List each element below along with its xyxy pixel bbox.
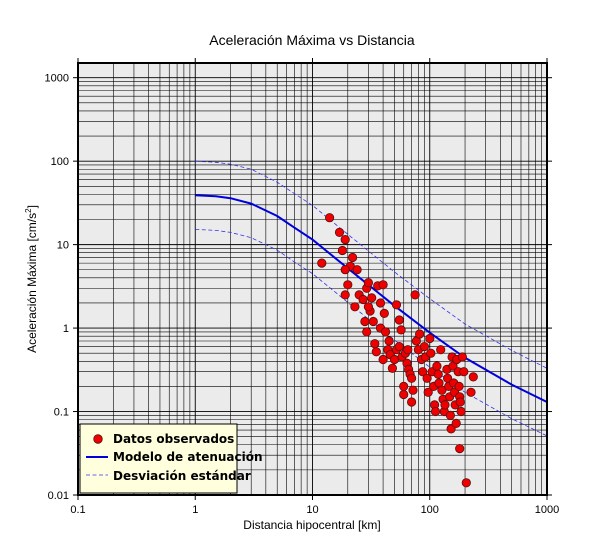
legend-label-modelo: Modelo de atenuación — [113, 450, 263, 464]
data-point — [394, 341, 404, 352]
data-point — [468, 372, 478, 382]
data-point — [362, 327, 372, 337]
data-point — [363, 278, 373, 288]
std-dev-upper-line — [195, 160, 548, 369]
data-point — [363, 302, 373, 312]
data-point — [466, 387, 476, 397]
data-point — [403, 345, 413, 355]
data-point — [324, 213, 335, 223]
data-point — [454, 381, 464, 391]
y-tick-label: 10 — [57, 240, 69, 252]
data-point — [387, 363, 397, 373]
data-point — [384, 336, 394, 346]
y-axis-label-exponent: 2 — [24, 208, 33, 213]
std-dev-lower-line — [195, 229, 548, 437]
data-point — [375, 298, 386, 308]
x-tick-label: 1000 — [535, 504, 559, 516]
data-point — [371, 347, 381, 357]
y-tick-label: 1000 — [45, 73, 69, 85]
data-point — [368, 316, 378, 327]
x-tick-label: 100 — [421, 504, 439, 516]
legend-label-datos: Datos observados — [113, 432, 234, 446]
y-tick-label: 100 — [51, 156, 69, 168]
data-point — [334, 227, 345, 237]
y-tick-label: 0.1 — [54, 407, 69, 419]
data-point — [410, 290, 420, 300]
x-tick-label: 1 — [192, 504, 198, 516]
data-point — [367, 293, 377, 303]
data-point — [406, 373, 417, 383]
data-point — [436, 345, 446, 355]
data-point — [358, 294, 368, 305]
data-point — [394, 315, 404, 325]
data-point — [340, 235, 350, 245]
plot-frame — [77, 62, 548, 496]
y-axis-label-end: ] — [25, 205, 39, 208]
data-points — [317, 213, 478, 488]
y-tick-label: 1 — [63, 323, 69, 335]
data-point — [378, 354, 388, 365]
data-point — [340, 290, 350, 300]
data-point — [423, 387, 433, 397]
legend: Datos observados Modelo de atenuación De… — [79, 423, 263, 494]
data-point — [440, 400, 450, 410]
y-tick-label: 0.01 — [48, 490, 69, 502]
x-tick-label: 10 — [306, 504, 318, 516]
y-axis-label: Aceleración Máxima [cm/s2] — [24, 205, 39, 353]
data-point — [432, 361, 442, 371]
data-point — [352, 265, 362, 275]
data-point — [437, 385, 447, 395]
data-point — [455, 397, 465, 407]
data-point — [408, 385, 418, 395]
data-point — [461, 478, 471, 488]
data-point — [379, 308, 389, 318]
data-point — [445, 410, 455, 420]
x-axis-label: Distancia hipocentral [km] — [243, 518, 380, 532]
data-point — [451, 418, 461, 428]
data-point — [378, 280, 388, 290]
data-point — [360, 316, 370, 327]
legend-marker-datos — [93, 434, 103, 444]
x-tick-label: 0.1 — [70, 504, 85, 516]
data-point — [456, 406, 466, 417]
data-point — [425, 333, 435, 344]
data-point — [414, 329, 425, 339]
y-axis-label-main: Aceleración Máxima [cm/s — [25, 213, 39, 353]
data-point — [396, 325, 406, 335]
data-point — [406, 397, 417, 407]
data-point — [459, 367, 469, 377]
chart-title: Aceleración Máxima vs Distancia — [209, 32, 415, 48]
data-point — [399, 381, 409, 391]
data-point — [433, 369, 443, 379]
data-point — [347, 252, 358, 263]
legend-label-desviacion: Desviación estándar — [113, 469, 251, 483]
data-point — [399, 389, 409, 400]
data-point — [426, 348, 436, 358]
data-point — [391, 300, 402, 310]
data-point — [418, 367, 428, 377]
legend-box — [79, 423, 238, 494]
data-point — [317, 258, 327, 268]
data-point — [370, 339, 380, 349]
data-point — [455, 443, 465, 454]
data-point — [350, 302, 360, 312]
data-point — [457, 352, 467, 362]
data-point — [340, 265, 350, 275]
data-point — [430, 406, 441, 417]
data-point — [419, 341, 429, 352]
grid-lines — [77, 63, 547, 496]
data-point — [343, 280, 353, 290]
data-point — [422, 373, 432, 383]
data-point — [380, 327, 391, 337]
data-point — [337, 245, 347, 256]
